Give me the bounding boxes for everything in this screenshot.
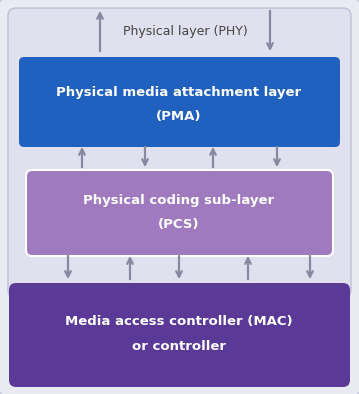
Text: (PMA): (PMA) <box>156 110 202 123</box>
Text: Physical coding sub-layer: Physical coding sub-layer <box>83 193 275 206</box>
Text: or controller: or controller <box>132 340 226 353</box>
Text: Physical media attachment layer: Physical media attachment layer <box>56 85 302 98</box>
FancyBboxPatch shape <box>26 170 333 256</box>
FancyBboxPatch shape <box>19 57 340 147</box>
Text: (PCS): (PCS) <box>158 217 200 230</box>
FancyBboxPatch shape <box>8 8 351 298</box>
Text: Media access controller (MAC): Media access controller (MAC) <box>65 316 293 329</box>
FancyBboxPatch shape <box>9 283 350 387</box>
Text: Physical layer (PHY): Physical layer (PHY) <box>123 24 247 37</box>
